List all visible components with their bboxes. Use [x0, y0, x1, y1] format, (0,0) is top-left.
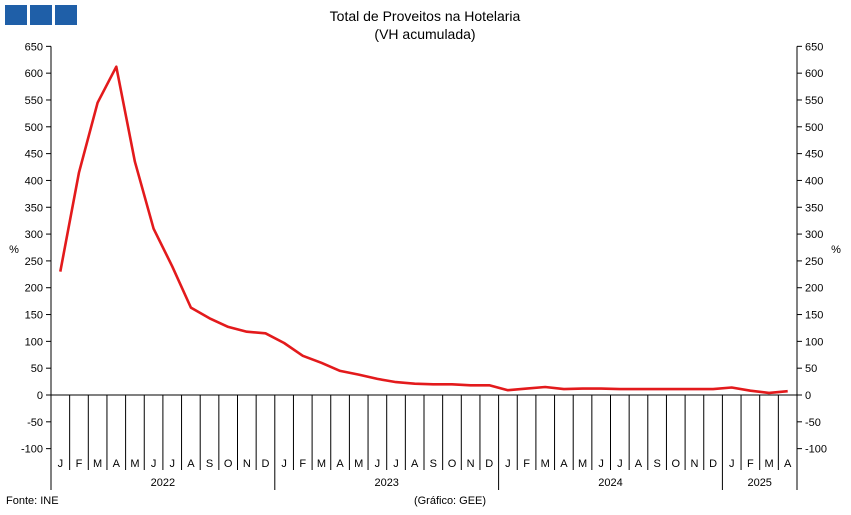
x-tick-label-year: 2023	[374, 477, 398, 489]
x-tick-label-month: D	[709, 458, 717, 470]
y-tick-label-left: 300	[25, 229, 43, 241]
y-tick-label-right: 50	[805, 363, 817, 375]
y-axis-label-right: %	[831, 244, 841, 256]
x-tick-label-month: M	[317, 458, 326, 470]
axes	[46, 45, 802, 490]
x-tick-label-month: O	[448, 458, 457, 470]
y-tick-label-left: -50	[27, 417, 43, 429]
x-tick-label-month: M	[130, 458, 139, 470]
y-tick-label-left: 50	[31, 363, 43, 375]
x-tick-label-month: A	[784, 458, 792, 470]
y-tick-label-left: 100	[25, 336, 43, 348]
x-tick-label-month: A	[187, 458, 195, 470]
x-tick-label-month: J	[505, 458, 511, 470]
y-tick-label-left: 500	[25, 122, 43, 134]
x-tick-label-month: N	[243, 458, 251, 470]
y-tick-label-right: 450	[805, 149, 823, 161]
y-tick-label-left: 450	[25, 149, 43, 161]
x-tick-label-month: J	[375, 458, 381, 470]
x-tick-label-month: F	[76, 458, 83, 470]
y-tick-label-left: 600	[25, 68, 43, 80]
y-tick-label-right: 350	[805, 202, 823, 214]
x-tick-label-month: A	[113, 458, 121, 470]
x-tick-label-month: A	[336, 458, 344, 470]
y-tick-label-right: 250	[805, 256, 823, 268]
x-tick-label-month: J	[393, 458, 399, 470]
y-tick-label-left: 350	[25, 202, 43, 214]
y-tick-label-right: 400	[805, 175, 823, 187]
x-tick-label-month: M	[578, 458, 587, 470]
y-tick-label-left: 250	[25, 256, 43, 268]
x-tick-label-month: O	[671, 458, 680, 470]
x-tick-label-month: F	[747, 458, 754, 470]
y-tick-label-right: -50	[805, 417, 821, 429]
chart-credit: (Gráfico: GEE)	[414, 495, 486, 507]
y-tick-label-left: 400	[25, 175, 43, 187]
source-note: Fonte: INE	[6, 495, 59, 507]
tick-labels: -100 -100 -50 -50 0 0 50 50 100 100 150 150 200 200 25…	[21, 41, 827, 489]
series-layer	[59, 65, 788, 395]
x-tick-label-month: A	[635, 458, 643, 470]
x-tick-label-month: N	[690, 458, 698, 470]
y-tick-label-left: 550	[25, 95, 43, 107]
x-tick-label-month: J	[169, 458, 175, 470]
x-tick-label-month: J	[58, 458, 64, 470]
x-tick-label-month: F	[523, 458, 530, 470]
x-tick-label-month: J	[617, 458, 623, 470]
logo-block-3	[55, 5, 77, 25]
x-tick-label-month: N	[467, 458, 475, 470]
x-tick-label-month: S	[430, 458, 437, 470]
x-tick-label-month: J	[598, 458, 604, 470]
x-tick-label-year: 2024	[598, 477, 622, 489]
x-tick-label-month: J	[281, 458, 287, 470]
y-tick-label-left: 0	[37, 390, 43, 402]
y-tick-label-right: 600	[805, 68, 823, 80]
y-tick-label-right: 550	[805, 95, 823, 107]
x-tick-label-month: S	[653, 458, 660, 470]
x-tick-label-month: M	[541, 458, 550, 470]
y-tick-label-right: 300	[805, 229, 823, 241]
y-tick-label-right: 150	[805, 310, 823, 322]
logo-block-1	[5, 5, 27, 25]
y-axis-label-left: %	[9, 244, 19, 256]
x-tick-label-month: M	[354, 458, 363, 470]
chart-title: Total de Proveitos na Hotelaria	[330, 8, 521, 24]
y-tick-label-right: 200	[805, 283, 823, 295]
logo-block-2	[30, 5, 52, 25]
x-tick-label-year: 2025	[747, 477, 771, 489]
y-tick-label-right: 100	[805, 336, 823, 348]
y-tick-label-right: 0	[805, 390, 811, 402]
x-tick-label-month: D	[261, 458, 269, 470]
y-tick-label-left: -100	[21, 444, 43, 456]
chart-subtitle: (VH acumulada)	[374, 26, 475, 42]
x-tick-label-month: S	[206, 458, 213, 470]
x-tick-label-month: F	[299, 458, 306, 470]
x-tick-label-year: 2022	[151, 477, 175, 489]
x-tick-label-month: O	[224, 458, 233, 470]
x-tick-label-month: D	[485, 458, 493, 470]
x-tick-label-month: A	[560, 458, 568, 470]
y-tick-label-right: 500	[805, 122, 823, 134]
x-tick-label-month: J	[151, 458, 157, 470]
y-tick-label-right: 650	[805, 41, 823, 53]
y-tick-label-left: 650	[25, 41, 43, 53]
y-tick-label-left: 150	[25, 310, 43, 322]
y-tick-label-right: -100	[805, 444, 827, 456]
series-line	[59, 65, 788, 395]
y-tick-label-left: 200	[25, 283, 43, 295]
x-tick-label-month: M	[764, 458, 773, 470]
x-tick-label-month: M	[93, 458, 102, 470]
x-tick-label-month: J	[729, 458, 735, 470]
x-tick-label-month: A	[411, 458, 419, 470]
